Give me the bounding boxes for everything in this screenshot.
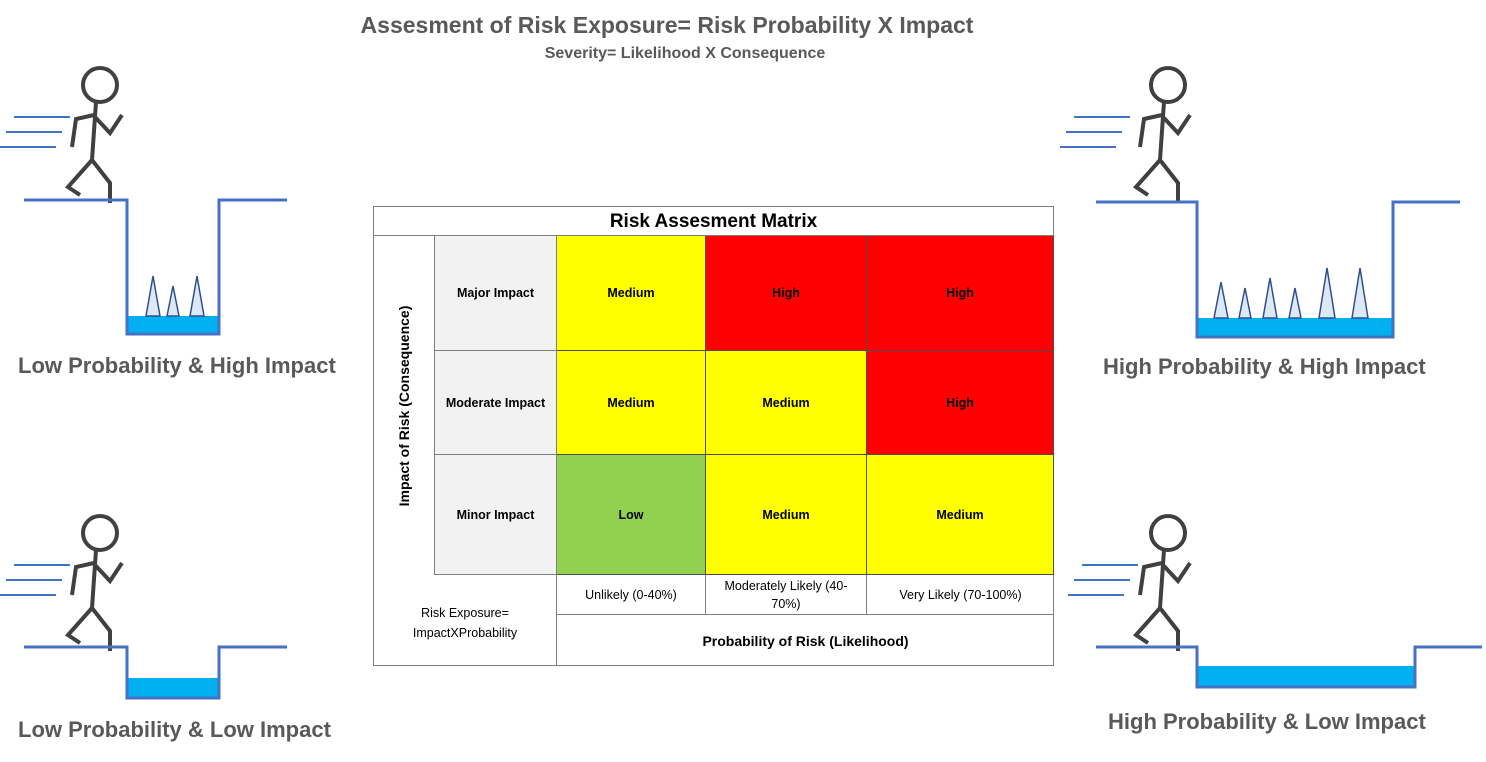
risk-matrix: Risk Assesment Matrix Impact of Risk (Co… xyxy=(373,206,1054,666)
row-label-minor: Minor Impact xyxy=(435,455,557,575)
cell-major-moderately-likely: High xyxy=(706,236,867,351)
scene-high-prob-low-impact xyxy=(1067,514,1482,689)
cell-moderate-unlikely: Medium xyxy=(557,351,706,455)
scene-low-prob-low-impact xyxy=(0,514,287,700)
cell-moderate-very-likely: High xyxy=(867,351,1054,455)
caption-bottom-right: High Probability & Low Impact xyxy=(1108,709,1426,734)
cell-major-very-likely: High xyxy=(867,236,1054,351)
cell-minor-unlikely: Low xyxy=(557,455,706,575)
col-label-moderately-likely: Moderately Likely (40-70%) xyxy=(706,575,867,615)
matrix-title: Risk Assesment Matrix xyxy=(374,207,1053,236)
cell-major-unlikely: Medium xyxy=(557,236,706,351)
page-title: Assesment of Risk Exposure= Risk Probabi… xyxy=(360,12,974,38)
row-label-major: Major Impact xyxy=(435,236,557,351)
cell-minor-very-likely: Medium xyxy=(867,455,1054,575)
caption-top-left: Low Probability & High Impact xyxy=(18,353,336,378)
caption-bottom-left: Low Probability & Low Impact xyxy=(18,717,331,742)
scene-low-prob-high-impact xyxy=(0,66,287,336)
col-label-unlikely: Unlikely (0-40%) xyxy=(557,575,706,615)
corner-label: Risk Exposure= ImpactXProbability xyxy=(374,575,557,666)
x-axis-label: Probability of Risk (Likelihood) xyxy=(702,632,909,649)
caption-top-right: High Probability & High Impact xyxy=(1103,354,1426,379)
row-label-moderate: Moderate Impact xyxy=(435,351,557,455)
y-axis-label-box: Impact of Risk (Consequence) xyxy=(374,236,435,575)
y-axis-label: Impact of Risk (Consequence) xyxy=(396,305,412,506)
col-label-very-likely: Very Likely (70-100%) xyxy=(867,575,1054,615)
scene-high-prob-high-impact xyxy=(1059,66,1460,339)
cell-minor-moderately-likely: Medium xyxy=(706,455,867,575)
page-subtitle: Severity= Likelihood X Consequence xyxy=(544,45,826,62)
cell-moderate-moderately-likely: Medium xyxy=(706,351,867,455)
